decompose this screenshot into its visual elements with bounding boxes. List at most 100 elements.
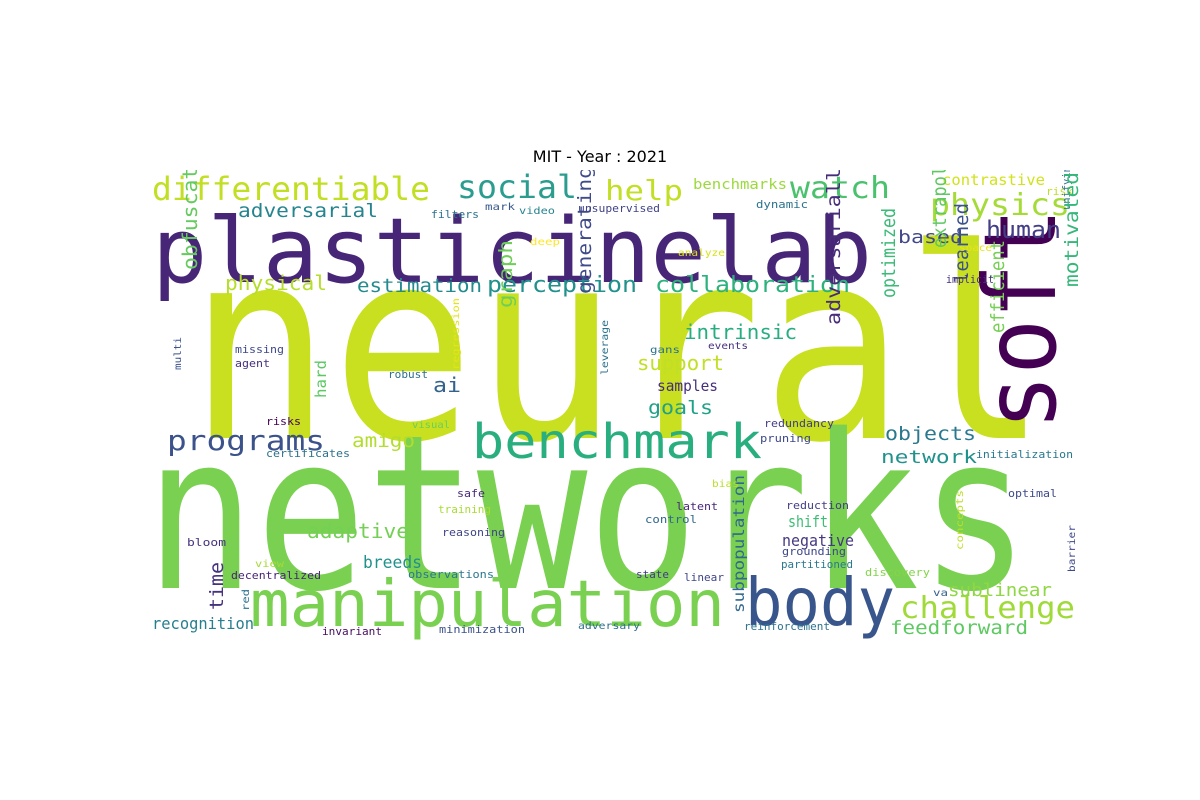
word-collaboration: collaboration bbox=[655, 273, 850, 298]
word-filters: filters bbox=[431, 208, 479, 221]
word-watch: watch bbox=[790, 171, 890, 206]
word-state: state bbox=[636, 568, 669, 581]
word-decentralized: decentralized bbox=[231, 569, 321, 582]
word-motivated: motivated bbox=[1061, 172, 1080, 287]
word-physics: physics bbox=[930, 188, 1070, 223]
word-partitioned: partitioned bbox=[781, 558, 853, 571]
word-obfuscations: obfuscations bbox=[178, 170, 202, 270]
word-mark: mark bbox=[485, 202, 515, 213]
word-redundancy: redundancy bbox=[764, 417, 834, 430]
word-social: social bbox=[457, 170, 577, 206]
word-manipulation: manipulation bbox=[250, 568, 725, 640]
word-invariant: invariant bbox=[322, 625, 382, 638]
word-barrier: barrier bbox=[1067, 525, 1078, 572]
word-soft: soft bbox=[962, 208, 1079, 430]
word-adversarially: adversarially bbox=[823, 170, 845, 325]
word-adaptive: adaptive bbox=[307, 519, 409, 543]
word-observations: observations bbox=[408, 568, 494, 581]
word-risks: risks bbox=[266, 415, 301, 428]
word-sublinear: sublinear bbox=[948, 580, 1052, 601]
word-risk: risk bbox=[1046, 185, 1073, 198]
page-title: MIT - Year : 2021 bbox=[532, 147, 668, 166]
word-graph: graph bbox=[495, 240, 517, 308]
word-breeds: breeds bbox=[363, 553, 422, 573]
word-leverage: leverage bbox=[600, 320, 611, 375]
word-recognition: recognition bbox=[152, 614, 254, 633]
word-body: body bbox=[745, 564, 895, 640]
word-feedforward: feedforward bbox=[890, 617, 1028, 639]
word-estimation: estimation bbox=[357, 275, 482, 297]
word-help: help bbox=[605, 174, 683, 207]
word-agent: agent bbox=[235, 357, 270, 370]
word-safe: safe bbox=[457, 487, 485, 500]
word-ai: ai bbox=[433, 373, 461, 397]
word-regression: regression bbox=[451, 298, 462, 370]
word-initialization: initialization bbox=[976, 448, 1073, 461]
word-generating: generating bbox=[574, 170, 596, 294]
word-bias: bias bbox=[712, 479, 739, 490]
word-gans: gans bbox=[650, 345, 680, 356]
word-intrinsic: intrinsic bbox=[684, 320, 797, 344]
word-benchmarks: benchmarks bbox=[693, 177, 787, 193]
word-visual: visual bbox=[412, 420, 450, 431]
word-negative: negative bbox=[782, 531, 854, 550]
word-red: red bbox=[241, 589, 252, 611]
word-video: video bbox=[519, 206, 555, 217]
word-minimization: minimization bbox=[439, 623, 525, 636]
word-space: space bbox=[959, 243, 992, 254]
word-neural: neural bbox=[188, 193, 1048, 501]
word-certificates: certificates bbox=[266, 447, 350, 460]
word-pruning: pruning bbox=[760, 432, 811, 445]
word-efficient: efficient bbox=[987, 240, 1009, 333]
word-learned: learned bbox=[951, 203, 973, 283]
word-optimal: optimal bbox=[1008, 487, 1057, 500]
word-plasticinelab: plasticinelab bbox=[152, 199, 872, 304]
word-adversary: adversary bbox=[578, 621, 640, 632]
word-missing: missing bbox=[235, 343, 284, 356]
word-goals: goals bbox=[648, 397, 713, 419]
word-network: network bbox=[881, 447, 977, 468]
word-control: control bbox=[645, 513, 697, 526]
word-optimized: optimized bbox=[878, 208, 900, 298]
word-deep: deep bbox=[530, 237, 560, 248]
word-grounding: grounding bbox=[782, 545, 846, 558]
word-based: based bbox=[898, 227, 963, 248]
word-hard: hard bbox=[312, 360, 330, 398]
word-adversarial: adversarial bbox=[238, 200, 378, 222]
word-physical: physical bbox=[225, 271, 327, 295]
word-training: training bbox=[438, 503, 491, 516]
word-samples: samples bbox=[657, 377, 718, 395]
word-bloom: bloom bbox=[187, 536, 226, 549]
word-view: view bbox=[255, 559, 285, 570]
word-implicit: implicit bbox=[946, 273, 994, 286]
word-perception: perception bbox=[487, 273, 637, 298]
word-challenge: challenge bbox=[900, 591, 1075, 626]
word-unsupervised: unsupervised bbox=[578, 202, 660, 215]
word-contrastive: contrastive bbox=[942, 171, 1045, 189]
word-discovery: discovery bbox=[865, 566, 930, 579]
word-networks: networks bbox=[150, 388, 1030, 639]
word-linear: linear bbox=[684, 571, 724, 584]
word-latent: latent bbox=[676, 500, 718, 513]
word-events: events bbox=[708, 341, 748, 352]
word-multi: multi bbox=[173, 337, 184, 370]
word-subpopulation: subpopulation bbox=[730, 475, 748, 613]
word-time: time bbox=[206, 562, 228, 610]
word-benchmark: benchmark bbox=[472, 414, 762, 470]
word-shift: shift bbox=[788, 512, 828, 531]
word-programs: programs bbox=[167, 424, 325, 457]
word-extrapolate: extrapolate bbox=[929, 170, 951, 248]
word-differentiable: differentiable bbox=[152, 170, 430, 208]
word-robust: robust bbox=[388, 368, 428, 381]
word-concepts: concepts bbox=[955, 490, 966, 550]
word-dynamic: dynamic bbox=[756, 198, 808, 211]
word-support: support bbox=[637, 351, 724, 375]
word-reinforcement: reinforcement bbox=[744, 620, 830, 633]
word-human: human bbox=[986, 216, 1061, 244]
word-unifying: unifying bbox=[1060, 170, 1073, 210]
word-amigo: amigo bbox=[352, 430, 415, 452]
word-va: va bbox=[933, 588, 948, 599]
word-reduction: reduction bbox=[786, 499, 849, 512]
word-reasoning: reasoning bbox=[442, 526, 505, 539]
